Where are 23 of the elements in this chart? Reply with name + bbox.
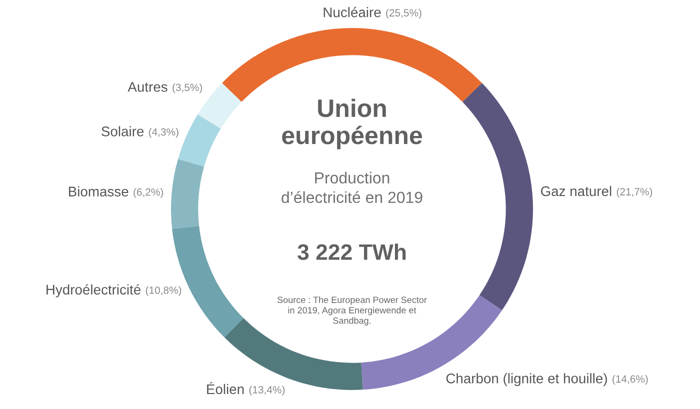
slice-label: Hydroélectricité	[46, 284, 141, 298]
text: Union européenne	[282, 98, 422, 150]
slice-label: Charbon (lignite et houille)	[446, 373, 607, 386]
slice-label: Autres	[128, 82, 168, 92]
data-label: (14,6%)	[612, 375, 648, 385]
data-label: (10,8%)	[146, 286, 182, 296]
data-label: (3,5%)	[172, 83, 202, 94]
slice-label: Nucléaire	[324, 6, 381, 18]
slice-label: Solaire	[102, 126, 144, 136]
data-label: (13,4%)	[249, 386, 285, 396]
slice-label: Gaz naturel	[540, 186, 612, 196]
text: 3 222 TWh	[298, 244, 406, 260]
data-label: (4,3%)	[148, 128, 178, 138]
donut-slice	[178, 114, 221, 167]
data-label: (25,5%)	[386, 8, 422, 19]
slice-label: Biomasse	[68, 186, 128, 196]
donut-slice	[462, 83, 533, 310]
data-label: (6,2%)	[134, 188, 164, 198]
slice-label: Éolien	[207, 382, 244, 394]
source-note: Source : The European Power Sector in 2019, Agora Energiewende et Sandbag.	[277, 296, 427, 326]
data-label: (21,7%)	[616, 188, 652, 198]
text: Production d’électricité en 2019	[282, 172, 422, 204]
donut-slice	[171, 159, 204, 229]
